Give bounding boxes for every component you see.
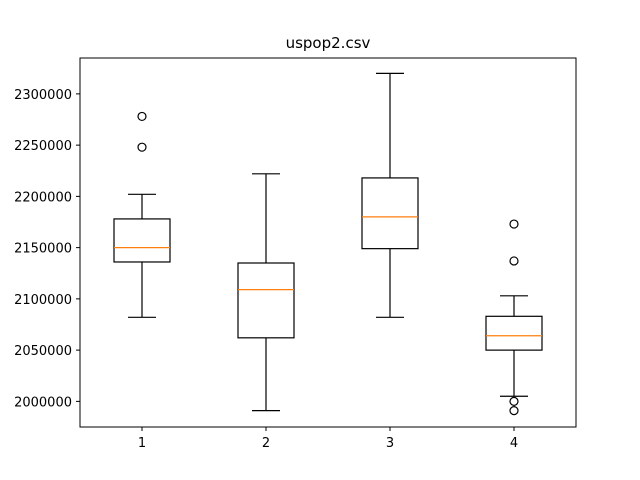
outlier-point bbox=[509, 219, 519, 229]
box-iqr bbox=[361, 177, 419, 250]
y-tick-label: 2150000 bbox=[14, 242, 72, 257]
outlier-point bbox=[509, 406, 519, 416]
plot-frame bbox=[79, 57, 577, 428]
y-tick-label: 2250000 bbox=[14, 139, 72, 154]
outlier-point bbox=[137, 111, 147, 122]
x-tick-label: 2 bbox=[262, 436, 270, 451]
outlier-point bbox=[509, 396, 519, 406]
box-iqr bbox=[237, 262, 295, 339]
y-tick-label: 2100000 bbox=[14, 293, 72, 308]
box-iqr bbox=[485, 315, 543, 351]
outlier-point bbox=[137, 142, 147, 152]
x-tick-label: 4 bbox=[510, 436, 518, 451]
x-tick-label: 1 bbox=[138, 436, 146, 451]
y-tick-label: 2000000 bbox=[14, 395, 72, 410]
outlier-point bbox=[509, 256, 519, 266]
box-iqr bbox=[113, 218, 171, 263]
chart-title: uspop2.csv bbox=[286, 34, 371, 52]
y-tick-label: 2300000 bbox=[14, 88, 72, 103]
y-tick-label: 2200000 bbox=[14, 190, 72, 205]
plot-layer: 2000000 2050000 2100000 2150000 2200000 22500… bbox=[14, 72, 543, 451]
y-tick-label: 2050000 bbox=[14, 344, 72, 359]
x-tick-label: 3 bbox=[386, 436, 394, 451]
